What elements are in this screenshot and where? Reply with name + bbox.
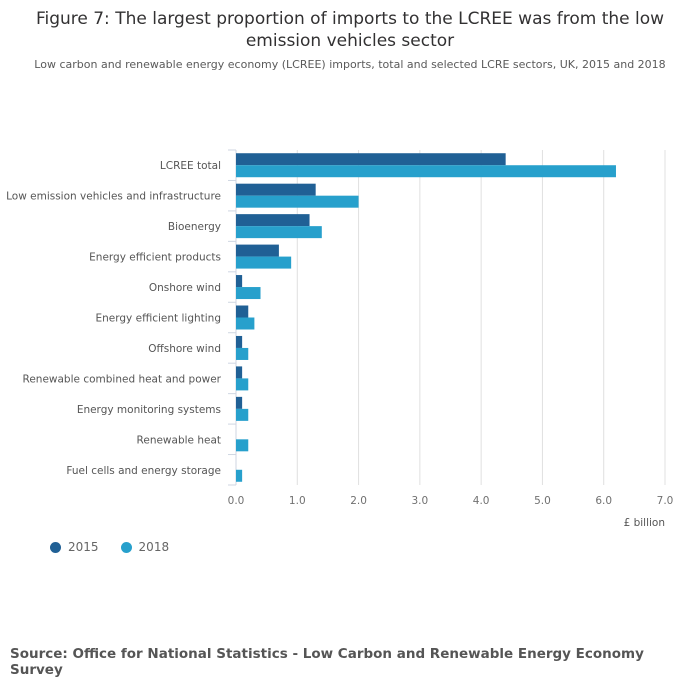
legend-marker-2015 [50,541,61,553]
bar-2015 [236,305,249,318]
legend: 2015 2018 [50,540,169,554]
bar-2018 [236,378,249,391]
bar-2015 [236,153,506,166]
category-label: Energy efficient products [89,252,221,264]
legend-marker-2018 [120,541,132,553]
x-tick-label: 6.0 [595,495,612,507]
category-label: Low emission vehicles and infrastructure [6,191,221,203]
bar-2018 [236,347,249,360]
category-label: Renewable heat [137,434,221,446]
legend-label-2018: 2018 [138,540,170,554]
category-label: Energy monitoring systems [77,404,221,416]
bar-2018 [236,226,322,239]
x-tick-label: 7.0 [657,495,674,507]
category-label: Bioenergy [168,221,221,233]
bar-2018 [236,469,243,482]
x-tick-label: 2.0 [350,495,367,507]
x-tick-label: 3.0 [412,495,429,507]
bar-2015 [236,396,243,409]
bar-2018 [236,287,261,300]
legend-label-2015: 2015 [68,540,99,554]
chart-subtitle: Low carbon and renewable energy economy … [34,58,666,71]
bar-2018 [236,256,292,269]
x-tick-label: 5.0 [534,495,551,507]
x-tick-label: 1.0 [289,495,306,507]
bar-2015 [236,366,243,379]
bar-2015 [236,214,310,227]
source-note: Source: Office for National Statistics -… [10,646,644,678]
bar-2015 [236,275,243,288]
x-axis-title: £ billion [624,517,665,529]
category-label: LCREE total [160,160,221,172]
bar-2015 [236,335,243,348]
bar-2018 [236,317,255,330]
bar-2018 [236,165,616,178]
bar-2015 [236,183,316,196]
legend-item-2015[interactable]: 2015 [50,540,99,554]
category-label: Offshore wind [148,343,221,355]
category-label: Fuel cells and energy storage [66,465,221,477]
category-label: Renewable combined heat and power [23,373,222,385]
x-tick-label: 4.0 [473,495,490,507]
x-tick-label: 0.0 [228,495,245,507]
category-label: Energy efficient lighting [96,313,221,325]
bar-2018 [236,439,249,452]
bar-chart: 0.0 1.0 2.0 3.0 4.0 5.0 6.0 7.0 £ billion LCREE t… [6,149,674,529]
bar-2015 [236,244,279,257]
category-label: Onshore wind [149,282,221,294]
chart-title: Figure 7: The largest proportion of impo… [35,9,665,51]
legend-item-2018[interactable]: 2018 [120,540,170,554]
bar-2018 [236,408,249,421]
bar-2018 [236,195,359,208]
